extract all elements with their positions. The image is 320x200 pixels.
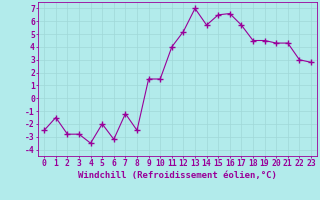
X-axis label: Windchill (Refroidissement éolien,°C): Windchill (Refroidissement éolien,°C) [78, 171, 277, 180]
